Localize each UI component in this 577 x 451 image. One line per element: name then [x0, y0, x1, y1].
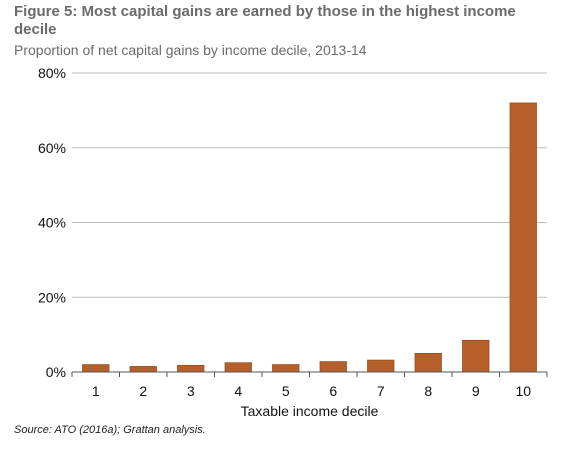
gridlines	[72, 72, 547, 298]
figure-title: Figure 5: Most capital gains are earned …	[14, 3, 516, 38]
bar	[272, 364, 300, 373]
bar	[414, 353, 442, 373]
x-tick-label: 10	[515, 383, 531, 399]
y-tick-label: 20%	[38, 289, 66, 305]
y-tick-label: 60%	[38, 140, 66, 156]
bar	[367, 359, 395, 373]
x-axis-ticks: 1 2 3 4 5 6 7 8 9 10	[71, 372, 548, 399]
bar	[462, 339, 490, 373]
x-tick-label: 4	[234, 383, 242, 399]
x-axis-label: Taxable income decile	[241, 403, 379, 419]
y-tick-label: 80%	[38, 65, 66, 81]
x-tick-label: 1	[92, 383, 100, 399]
figure-subtitle: Proportion of net capital gains by incom…	[14, 42, 367, 58]
x-tick-label: 3	[187, 383, 195, 399]
x-tick-label: 5	[282, 383, 290, 399]
y-tick-label: 0%	[46, 364, 66, 380]
x-tick-label: 2	[139, 383, 147, 399]
bar	[82, 364, 110, 373]
y-tick-label: 40%	[38, 215, 66, 231]
source-note: Source: ATO (2016a); Grattan analysis.	[14, 424, 206, 436]
x-tick-label: 9	[472, 383, 480, 399]
bar	[129, 366, 157, 373]
bar	[224, 362, 252, 373]
bar	[319, 361, 347, 373]
bar	[509, 102, 537, 373]
x-tick-label: 8	[424, 383, 432, 399]
x-tick-label: 7	[377, 383, 385, 399]
bar	[177, 364, 205, 373]
y-axis-ticks: 0% 20% 40% 60% 80%	[38, 65, 66, 380]
bars	[82, 102, 537, 373]
x-tick-label: 6	[329, 383, 337, 399]
